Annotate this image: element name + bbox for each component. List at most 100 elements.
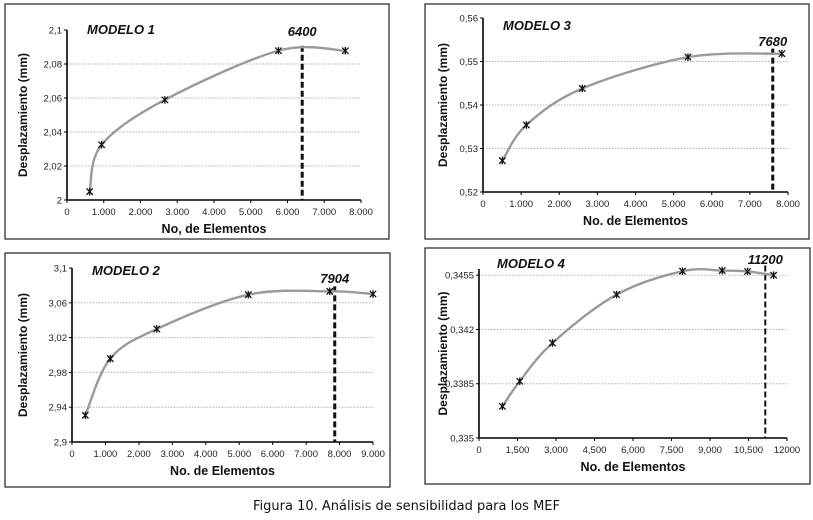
asterisk-icon bbox=[274, 46, 283, 55]
x-tick-label: 5.000 bbox=[239, 207, 263, 218]
data-point-marker bbox=[548, 339, 557, 347]
chart-title: MODELO 3 bbox=[503, 18, 572, 33]
data-point-marker bbox=[578, 84, 586, 93]
y-tick-label: 0,56 bbox=[460, 14, 479, 25]
data-point-marker bbox=[516, 377, 524, 386]
x-tick-label: 8.000 bbox=[328, 449, 352, 460]
x-tick-label: 9.000 bbox=[361, 449, 385, 460]
data-point-marker bbox=[153, 325, 161, 333]
x-tick-label: 6.000 bbox=[700, 199, 724, 210]
data-point-marker bbox=[612, 290, 621, 299]
y-tick-label: 3,1 bbox=[54, 264, 67, 275]
series-line bbox=[501, 52, 782, 162]
data-point-marker bbox=[522, 121, 531, 129]
x-axis-label: No. de Elementos bbox=[581, 460, 686, 474]
x-tick-label: 7,500 bbox=[660, 445, 684, 456]
y-tick-label: 0,52 bbox=[460, 188, 479, 199]
y-tick-label: 2,94 bbox=[49, 403, 68, 414]
x-tick-label: 6.000 bbox=[276, 207, 300, 218]
asterisk-icon bbox=[516, 377, 524, 386]
chart-modelo-1: 2 2,02 2,04 2,06 2,08 2,1 0 1.000 2.000 3.000 4.00… bbox=[4, 3, 390, 240]
asterisk-icon bbox=[106, 354, 114, 363]
reference-line-label: 7904 bbox=[320, 271, 350, 286]
chart-frame bbox=[4, 3, 390, 240]
data-point-marker bbox=[81, 411, 89, 420]
data-point-marker bbox=[678, 267, 687, 275]
asterisk-icon bbox=[522, 121, 531, 129]
x-axis-label: No. de Elementos bbox=[170, 464, 275, 478]
y-tick-label: 3,06 bbox=[49, 298, 68, 309]
y-tick-label: 0,3385 bbox=[445, 379, 474, 390]
x-tick-label: 1,500 bbox=[506, 445, 530, 456]
y-axis-label: Desplazamiento (mm) bbox=[436, 43, 450, 167]
asterisk-icon bbox=[369, 290, 377, 298]
data-point-marker bbox=[743, 267, 752, 276]
data-point-marker bbox=[684, 53, 692, 61]
y-tick-label: 2,98 bbox=[49, 368, 68, 379]
y-tick-label: 2,08 bbox=[44, 60, 63, 71]
chart-title: MODELO 1 bbox=[87, 22, 155, 37]
x-tick-label: 0 bbox=[69, 449, 74, 460]
x-tick-label: 6.000 bbox=[261, 449, 285, 460]
asterisk-icon bbox=[153, 325, 161, 333]
chart-modelo-3: 0,52 0,53 0,54 0,55 0,56 0 1.000 2.000 3.000 4.00… bbox=[424, 3, 810, 240]
x-tick-label: 3.000 bbox=[585, 199, 609, 210]
x-axis-label: No. de Elementos bbox=[583, 214, 688, 228]
y-axis-label: Desplazamiento (mm) bbox=[16, 53, 30, 177]
y-tick-label: 0,3455 bbox=[445, 271, 474, 282]
x-tick-label: 4,500 bbox=[583, 445, 607, 456]
x-tick-label: 1.000 bbox=[92, 207, 116, 218]
y-tick-label: 2,02 bbox=[44, 162, 63, 173]
x-tick-label: 1.000 bbox=[94, 449, 118, 460]
data-point-marker bbox=[244, 290, 252, 299]
asterisk-icon bbox=[326, 287, 334, 296]
x-tick-label: 0 bbox=[480, 199, 485, 210]
y-tick-label: 0,335 bbox=[450, 434, 474, 445]
y-tick-label: 0,53 bbox=[460, 144, 479, 155]
y-tick-label: 0,54 bbox=[460, 101, 479, 112]
data-point-marker bbox=[498, 402, 507, 411]
x-tick-label: 7.000 bbox=[738, 199, 762, 210]
x-tick-label: 8.000 bbox=[776, 199, 800, 210]
reference-line-label: 7680 bbox=[758, 34, 788, 49]
x-tick-label: 7.000 bbox=[312, 207, 336, 218]
data-point-marker bbox=[274, 46, 283, 55]
asterisk-icon bbox=[578, 84, 586, 93]
asterisk-icon bbox=[684, 53, 692, 61]
asterisk-icon bbox=[778, 49, 786, 58]
data-point-marker bbox=[106, 354, 114, 363]
data-point-marker bbox=[369, 290, 377, 298]
asterisk-icon bbox=[81, 411, 89, 420]
x-tick-label: 1.000 bbox=[509, 199, 533, 210]
x-tick-label: 2.000 bbox=[129, 207, 153, 218]
chart-modelo-2: 2,9 2,94 2,98 3,02 3,06 3,1 0 1.000 2.000 3.000 4.… bbox=[4, 252, 391, 488]
asterisk-icon bbox=[244, 290, 252, 299]
x-tick-label: 4.000 bbox=[624, 199, 648, 210]
asterisk-icon bbox=[161, 96, 169, 104]
data-point-marker bbox=[498, 156, 506, 165]
y-tick-label: 0,342 bbox=[450, 325, 474, 336]
asterisk-icon bbox=[769, 271, 778, 280]
x-tick-label: 12000 bbox=[774, 445, 800, 456]
asterisk-icon bbox=[718, 266, 726, 275]
data-point-marker bbox=[778, 49, 786, 58]
chart-frame bbox=[424, 247, 811, 485]
chart-title: MODELO 2 bbox=[92, 263, 161, 278]
y-tick-label: 3,02 bbox=[49, 333, 68, 344]
x-axis-label: No, de Elementos bbox=[162, 222, 267, 236]
data-point-marker bbox=[85, 187, 94, 196]
series-line bbox=[501, 268, 774, 408]
x-tick-label: 6,000 bbox=[621, 445, 645, 456]
asterisk-icon bbox=[97, 140, 106, 149]
series-line bbox=[88, 45, 346, 192]
reference-line-label: 6400 bbox=[288, 24, 318, 39]
x-tick-label: 7.000 bbox=[294, 449, 318, 460]
y-tick-label: 2,06 bbox=[44, 94, 63, 105]
x-tick-label: 5.000 bbox=[662, 199, 686, 210]
y-tick-label: 2,9 bbox=[54, 438, 67, 449]
asterisk-icon bbox=[85, 187, 94, 196]
asterisk-icon bbox=[548, 339, 557, 347]
x-tick-label: 5.000 bbox=[227, 449, 251, 460]
x-tick-label: 4.000 bbox=[194, 449, 218, 460]
